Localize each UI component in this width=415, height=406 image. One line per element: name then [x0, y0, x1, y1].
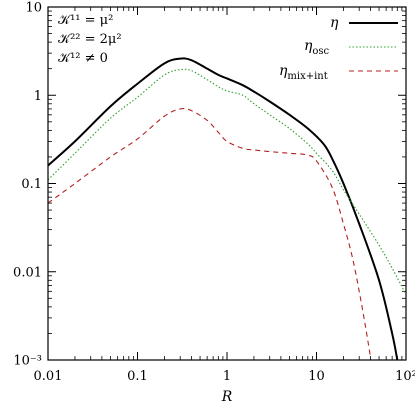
- series-line-eta-mix-int: [47, 107, 371, 357]
- legend: η ηosc ηmix+int: [279, 15, 398, 82]
- legend-label-eta: η: [330, 15, 339, 31]
- annotation-k22: 𝒦²² = 2μ²: [58, 32, 122, 47]
- legend-item-eta: η: [330, 15, 398, 31]
- y-tick-label: 10: [25, 1, 42, 16]
- annotation-block: 𝒦¹¹ = μ² 𝒦²² = 2μ² 𝒦¹² ≠ 0: [58, 13, 122, 66]
- plot-frame: [47, 6, 407, 361]
- x-axis-title: R: [221, 389, 233, 405]
- series-line-eta: [47, 57, 399, 361]
- series-line-eta-osc: [47, 68, 407, 295]
- series-layer: [47, 57, 407, 361]
- x-tick-label: 10²: [395, 369, 415, 384]
- annotation-k11: 𝒦¹¹ = μ²: [58, 13, 113, 28]
- y-tick-label: 0.01: [13, 265, 42, 280]
- y-tick-label: 1: [34, 89, 42, 104]
- x-tick-label: 1: [223, 369, 231, 384]
- y-tick-label: 0.1: [21, 177, 42, 192]
- annotation-k12: 𝒦¹² ≠ 0: [58, 51, 108, 66]
- x-tick-label: 10: [308, 369, 325, 384]
- legend-label-eta-mix-int: ηmix+int: [279, 63, 328, 82]
- x-tick-label: 0.01: [34, 369, 63, 384]
- y-tick-label: 10⁻³: [13, 354, 42, 369]
- x-tick-label: 0.1: [127, 369, 148, 384]
- legend-item-eta-mix-int: ηmix+int: [279, 63, 398, 82]
- legend-label-eta-osc: ηosc: [304, 38, 330, 57]
- legend-item-eta-osc: ηosc: [304, 38, 398, 57]
